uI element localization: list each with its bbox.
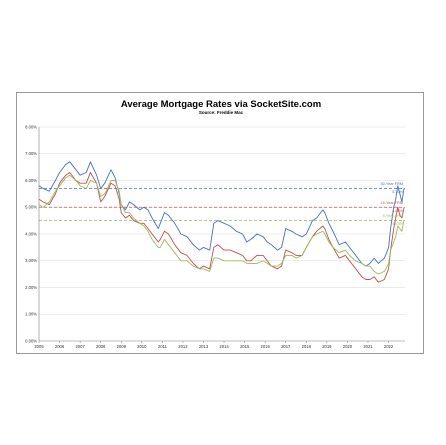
thirty-annotation-value: 5.70% <box>392 190 403 194</box>
reference-lines <box>39 188 405 222</box>
y-tick-label: 4.00% <box>25 231 37 236</box>
chart-subtitle: Source: Freddie Mac <box>199 110 244 115</box>
y-tick-label: 6.00% <box>25 178 37 183</box>
x-tick-label: 2015 <box>240 344 250 349</box>
x-tick-label: 2020 <box>343 344 353 349</box>
y-tick-label: 0.00% <box>25 338 37 343</box>
x-tick-label: 2021 <box>363 344 373 349</box>
arm-annotation-value: 4.53% <box>392 222 403 226</box>
x-tick-label: 2007 <box>75 344 85 349</box>
fifteen-annotation-value: 4.98% <box>392 209 403 213</box>
y-tick-label: 3.00% <box>25 258 37 263</box>
x-tick-label: 2010 <box>137 344 147 349</box>
x-tick-label: 2006 <box>55 344 65 349</box>
x-tick-label: 2016 <box>261 344 271 349</box>
arm-series-line <box>38 174 405 275</box>
x-tick-label: 2019 <box>322 344 332 349</box>
y-tick-label: 8.00% <box>25 124 37 129</box>
x-tick-label: 2013 <box>199 344 209 349</box>
x-tick-label: 2018 <box>302 344 312 349</box>
x-tick-label: 2014 <box>219 344 229 349</box>
chart-frame: Average Mortgage Rates via SocketSite.co… <box>16 92 424 354</box>
x-tick-label: 2005 <box>34 344 44 349</box>
arm-annotation-label: 5-Year ARM <box>383 214 403 218</box>
axes: 0.00% 1.00% 2.00% 3.00% 4.00% 5.00% 6.00% 7.00%… <box>25 124 405 349</box>
x-tick-label: 2009 <box>117 344 127 349</box>
thirty-annotation-label: 30-Year FRM <box>381 182 403 186</box>
chart-title: Average Mortgage Rates via SocketSite.co… <box>121 99 321 110</box>
annotations: 30-Year FRM 5.70% 15-Year FRM 4.98%5-Year A… <box>381 182 404 226</box>
fifteen-annotation-label: 15-Year FRM <box>381 201 403 205</box>
fifteen-series-line <box>38 172 405 283</box>
y-tick-label: 7.00% <box>25 151 37 156</box>
x-tick-label: 2012 <box>178 344 188 349</box>
x-tick-label: 2011 <box>158 344 168 349</box>
x-tick-label: 2008 <box>96 344 106 349</box>
series-lines <box>38 161 405 283</box>
y-tick-label: 1.00% <box>25 312 37 317</box>
y-tick-label: 5.00% <box>25 205 37 210</box>
x-tick-label: 2022 <box>384 344 394 349</box>
mortgage-rates-chart: Average Mortgage Rates via SocketSite.co… <box>25 99 405 349</box>
x-tick-label: 2017 <box>281 344 291 349</box>
y-tick-label: 2.00% <box>25 285 37 290</box>
